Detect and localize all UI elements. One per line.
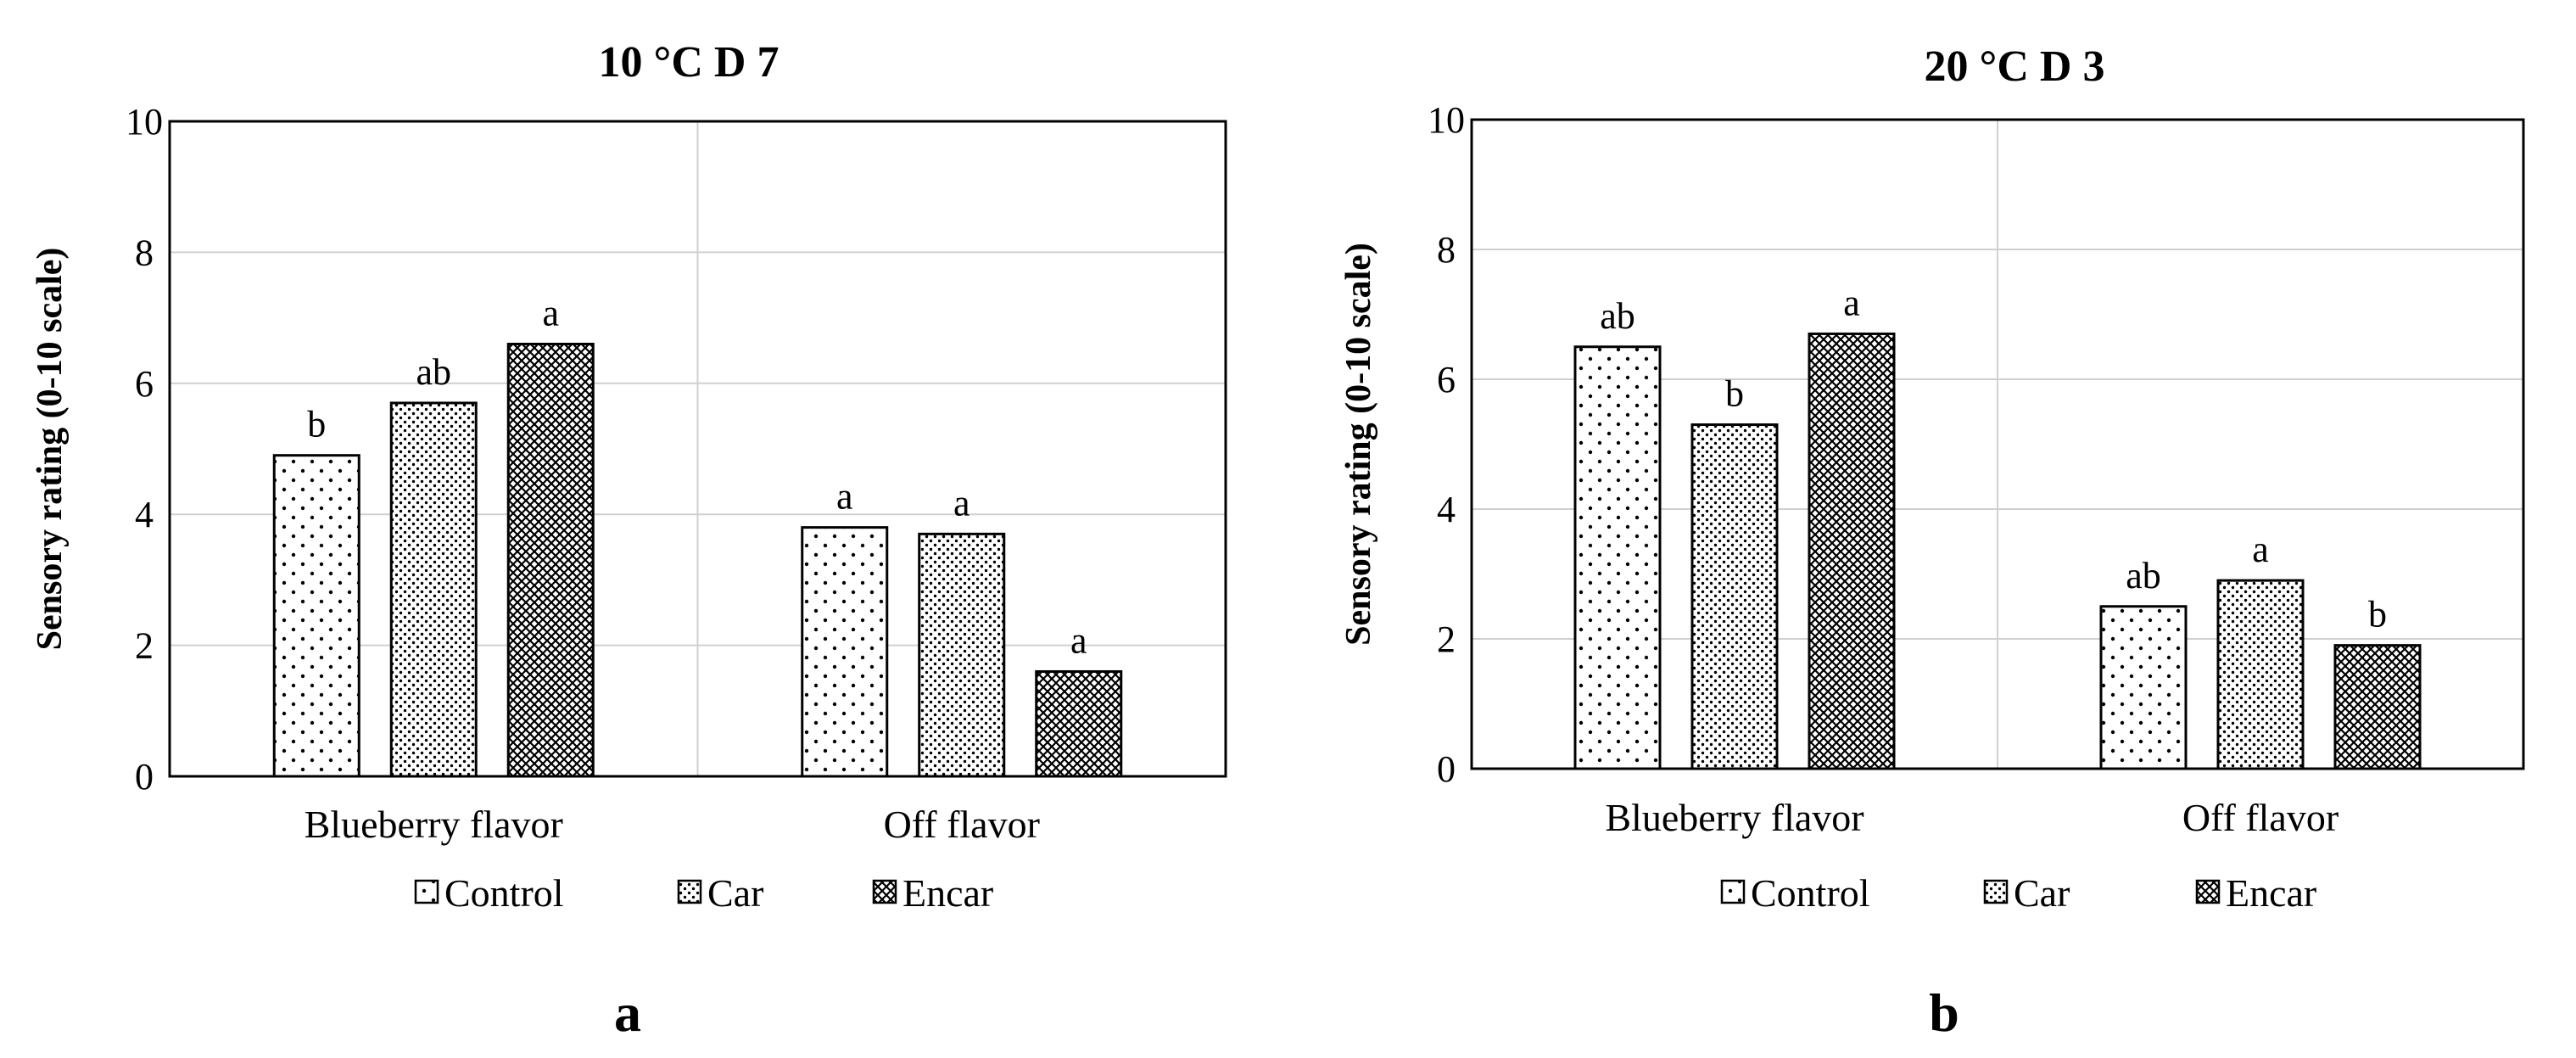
- significance-letter: ab: [416, 351, 451, 393]
- bar-encar-off: [2333, 644, 2422, 770]
- significance-letter: ab: [2126, 555, 2161, 596]
- plot-frame: [168, 120, 1227, 778]
- significance-letter: a: [542, 292, 559, 333]
- y-tick-label: 8: [1437, 229, 1456, 271]
- y-tick-label: 6: [135, 363, 154, 405]
- bar-car-off: [2216, 579, 2305, 770]
- panel-label: a: [614, 982, 641, 1043]
- legend-label-car: Car: [2014, 871, 2070, 915]
- legend-swatch-encar: [872, 879, 897, 904]
- legend-label-encar: Encar: [2226, 871, 2316, 915]
- bar-encar-blueberry: [1808, 332, 1896, 770]
- chart-panel-b: 0 2 4 6 8 10 20 °C D 3 Sensory rating (0-10 sca…: [1339, 42, 2525, 1043]
- significance-letter: a: [1843, 282, 1860, 323]
- panel-label: b: [1929, 982, 1959, 1043]
- bar-car-off: [918, 532, 1006, 778]
- y-tick-label: 2: [1437, 619, 1456, 660]
- significance-letter: a: [1070, 619, 1087, 661]
- legend-swatch-control: [414, 879, 439, 904]
- bar-encar-blueberry: [506, 342, 595, 778]
- bar-control-off: [2099, 605, 2188, 770]
- y-tick-label: 4: [1437, 489, 1456, 530]
- bar-control-blueberry: [272, 454, 360, 778]
- legend-label-encar: Encar: [902, 871, 993, 915]
- bar-control-blueberry: [1573, 345, 1662, 770]
- y-tick-label: 2: [135, 625, 154, 667]
- significance-letter: b: [307, 404, 326, 445]
- chart-title: 20 °C D 3: [1925, 42, 2105, 91]
- legend-label-control: Control: [1751, 871, 1870, 915]
- y-tick-label: 4: [135, 494, 154, 535]
- x-category-label: Off flavor: [884, 803, 1040, 846]
- legend-label-control: Control: [444, 871, 564, 915]
- y-axis-label: Sensory rating (0-10 scale): [1339, 243, 1378, 646]
- y-tick-label: 0: [1437, 748, 1456, 790]
- y-tick-label: 0: [135, 756, 154, 798]
- significance-letter: ab: [1600, 295, 1635, 337]
- y-tick-label: 10: [1428, 99, 1465, 141]
- bar-control-off: [801, 526, 889, 778]
- chart-title: 10 °C D 7: [599, 38, 780, 87]
- y-tick-label: 8: [135, 232, 154, 273]
- bar-car-blueberry: [1690, 423, 1779, 770]
- y-tick-label: 6: [1437, 359, 1456, 400]
- legend-swatch-car: [677, 879, 702, 904]
- y-axis-label: Sensory rating (0-10 scale): [31, 248, 70, 651]
- legend-label-car: Car: [707, 871, 763, 915]
- plot-frame: [1470, 118, 2525, 770]
- significance-letter: b: [2368, 594, 2387, 635]
- x-category-label: Blueberry flavor: [305, 803, 563, 846]
- legend-swatch-encar: [2195, 879, 2221, 904]
- legend-swatch-car: [1983, 879, 2009, 904]
- y-tick-label: 10: [126, 101, 163, 143]
- x-category-label: Blueberry flavor: [1605, 796, 1864, 839]
- significance-letter: b: [1725, 373, 1744, 415]
- bar-encar-off: [1035, 669, 1123, 778]
- x-category-label: Off flavor: [2182, 796, 2339, 839]
- significance-letter: a: [953, 482, 970, 523]
- legend-swatch-control: [1720, 879, 1746, 904]
- significance-letter: a: [2252, 529, 2269, 570]
- significance-letter: a: [836, 476, 853, 518]
- bar-car-blueberry: [389, 401, 478, 778]
- chart-panel-a: 0 2 4 6 8 10 10 °C D 7 Sensory rating (0-10 sca…: [31, 38, 1227, 1043]
